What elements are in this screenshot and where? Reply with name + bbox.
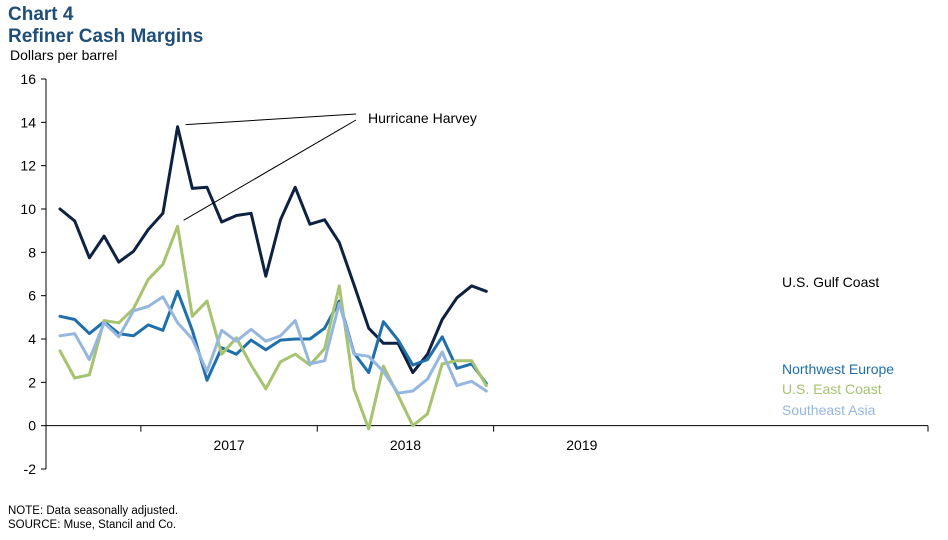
series-label: Southeast Asia <box>782 402 876 418</box>
series-line <box>58 125 488 375</box>
chart-number: Chart 4 <box>8 4 74 25</box>
series-label: U.S. East Coast <box>782 381 882 397</box>
y-tick-label: 0 <box>28 418 36 434</box>
y-tick-label: 12 <box>20 158 36 174</box>
series-label: Northwest Europe <box>782 361 894 377</box>
annotation-leader <box>185 113 357 126</box>
title-block: Chart 4 Refiner Cash Margins <box>8 4 203 48</box>
y-tick-label: 8 <box>28 244 36 260</box>
series-line <box>58 295 488 395</box>
note-text: NOTE: Data seasonally adjusted. <box>8 505 179 517</box>
annotation-label: Hurricane Harvey <box>368 110 477 126</box>
y-tick-label: 4 <box>28 331 36 347</box>
y-tick-label: 2 <box>28 374 36 390</box>
series-line <box>58 224 488 431</box>
series-label: U.S. Gulf Coast <box>782 274 879 290</box>
annotation-leader <box>183 119 357 221</box>
y-tick-label: -2 <box>24 461 37 477</box>
y-axis-label: Dollars per barrel <box>10 47 118 63</box>
series-line <box>58 289 488 385</box>
y-tick-label: 14 <box>20 114 36 130</box>
chart-title: Refiner Cash Margins <box>8 26 204 47</box>
x-tick-label: 2018 <box>390 437 421 453</box>
source-text: SOURCE: Muse, Stancil and Co. <box>8 519 177 531</box>
y-tick-label: 10 <box>20 201 36 217</box>
y-tick-label: 16 <box>20 71 36 87</box>
notes: NOTE: Data seasonally adjusted. SOURCE: … <box>8 504 178 532</box>
x-tick-label: 2019 <box>566 437 597 453</box>
x-tick-label: 2017 <box>213 437 244 453</box>
y-tick-label: 6 <box>28 288 36 304</box>
line-chart: -2 0 2 4 6 8 10 12 14 16 2017 2018 2019 U.S. Gulf Coa… <box>20 71 929 477</box>
